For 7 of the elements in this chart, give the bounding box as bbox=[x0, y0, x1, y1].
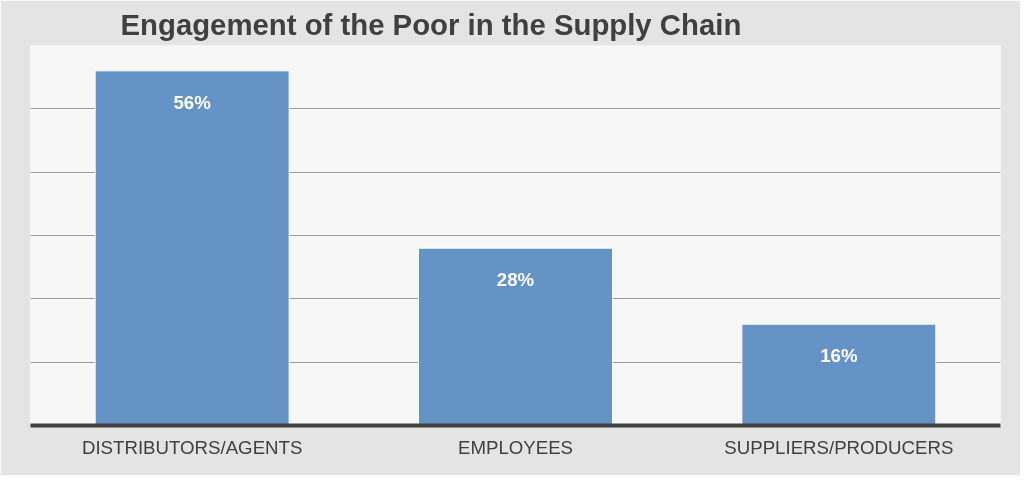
x-tick-label: EMPLOYEES bbox=[457, 436, 574, 458]
data-label: 56% bbox=[173, 91, 212, 113]
chart-title: Engagement of the Poor in the Supply Chain bbox=[120, 7, 742, 41]
x-tick-label: SUPPLIERS/PRODUCERS bbox=[724, 436, 954, 458]
data-label: 28% bbox=[496, 269, 535, 291]
data-label: 16% bbox=[820, 345, 858, 367]
x-tick-label: DISTRIBUTORS/AGENTS bbox=[81, 436, 303, 458]
